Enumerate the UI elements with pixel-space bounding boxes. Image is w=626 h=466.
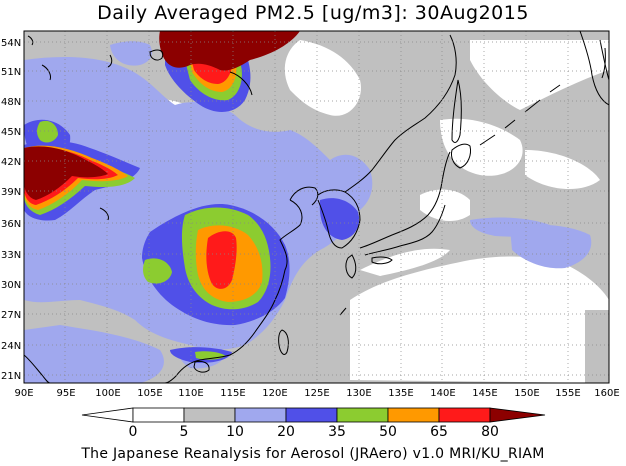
pm25-map: 90E 95E 100E 105E 110E 115E 120E 125E 13… <box>1 30 620 440</box>
x-tick-label: 120E <box>262 388 287 399</box>
y-tick-label: 30N <box>1 280 21 291</box>
y-tick-label: 54N <box>1 38 21 49</box>
footer-credit: The Japanese Reanalysis for Aerosol (JRA… <box>81 446 545 462</box>
colorbar-label: 5 <box>180 424 189 440</box>
x-axis: 90E 95E 100E 105E 110E 115E 120E 125E 13… <box>14 388 619 399</box>
colorbar-segment <box>438 407 491 423</box>
map-frame <box>23 30 610 384</box>
x-tick-label: 110E <box>178 388 203 399</box>
coastlines <box>24 31 609 383</box>
y-tick-label: 42N <box>1 157 21 168</box>
colorbar-label: 65 <box>430 424 448 440</box>
x-tick-label: 100E <box>95 388 120 399</box>
map-title: Daily Averaged PM2.5 [ug/m3]: 30Aug2015 <box>97 2 529 24</box>
colorbar-arrow-low <box>81 407 134 423</box>
x-tick-label: 135E <box>388 388 413 399</box>
y-tick-label: 33N <box>1 250 21 261</box>
colorbar-labels: 0 5 10 20 35 50 65 80 <box>129 424 499 440</box>
y-axis: 54N 51N 48N 45N 42N 39N 36N 33N 30N 27N … <box>1 38 21 382</box>
colorbar-label: 10 <box>226 424 244 440</box>
level-80-plus-areas <box>24 31 300 200</box>
colorbar-segment <box>336 407 389 423</box>
x-tick-label: 150E <box>514 388 539 399</box>
pm25-field <box>24 31 609 383</box>
colorbar-segment <box>132 407 185 423</box>
x-tick-label: 90E <box>14 388 33 399</box>
colorbar-label: 50 <box>379 424 397 440</box>
x-tick-label: 95E <box>56 388 75 399</box>
x-tick-label: 145E <box>472 388 497 399</box>
y-tick-label: 51N <box>1 67 21 78</box>
x-tick-label: 125E <box>304 388 329 399</box>
y-tick-label: 36N <box>1 219 21 230</box>
colorbar-segment <box>387 407 440 423</box>
colorbar-arrow-high <box>489 407 546 423</box>
y-tick-label: 24N <box>1 341 21 352</box>
colorbar-segment <box>285 407 338 423</box>
colorbar <box>81 407 546 423</box>
colorbar-label: 20 <box>277 424 295 440</box>
x-tick-label: 130E <box>346 388 371 399</box>
colorbar-label: 0 <box>129 424 138 440</box>
x-tick-label: 155E <box>555 388 580 399</box>
colorbar-label: 35 <box>328 424 346 440</box>
y-tick-label: 48N <box>1 97 21 108</box>
grid-lines <box>24 31 609 383</box>
x-tick-label: 140E <box>430 388 455 399</box>
y-tick-label: 45N <box>1 127 21 138</box>
x-tick-label: 115E <box>220 388 245 399</box>
y-tick-label: 39N <box>1 187 21 198</box>
level-below-5-areas <box>128 40 609 383</box>
colorbar-segment <box>183 407 236 423</box>
x-tick-label: 160E <box>594 388 619 399</box>
y-tick-label: 21N <box>1 371 21 382</box>
y-tick-label: 27N <box>1 310 21 321</box>
colorbar-segment <box>234 407 287 423</box>
x-tick-label: 105E <box>137 388 162 399</box>
colorbar-label: 80 <box>481 424 499 440</box>
